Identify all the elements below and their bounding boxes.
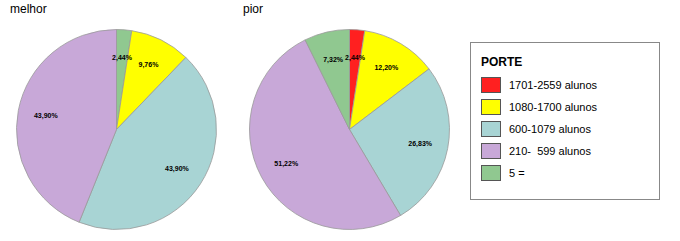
svg-text:9,76%: 9,76% xyxy=(139,61,160,69)
svg-text:51,22%: 51,22% xyxy=(274,160,299,168)
html-text:pior: pior xyxy=(243,2,263,16)
svg-text:12,20%: 12,20% xyxy=(374,64,399,72)
html-text:210- 599 alunos: 210- 599 alunos xyxy=(509,144,591,157)
svg-text:26,83%: 26,83% xyxy=(408,140,433,148)
svg-text:43,90%: 43,90% xyxy=(165,165,190,173)
svg-text:7,32%: 7,32% xyxy=(323,56,344,64)
html-text:1080-1700 alunos: 1080-1700 alunos xyxy=(509,100,598,113)
html-text:600-1079 alunos: 600-1079 alunos xyxy=(509,122,591,135)
html-text:PORTE: PORTE xyxy=(481,54,523,69)
svg-text:2,44%: 2,44% xyxy=(345,54,366,62)
svg-text:2,44%: 2,44% xyxy=(112,54,133,62)
html-text:melhor: melhor xyxy=(10,2,47,16)
svg-text:43,90%: 43,90% xyxy=(34,112,59,120)
html-text:1701-2559 alunos: 1701-2559 alunos xyxy=(509,78,598,91)
html-text:5 =: 5 = xyxy=(509,166,525,179)
